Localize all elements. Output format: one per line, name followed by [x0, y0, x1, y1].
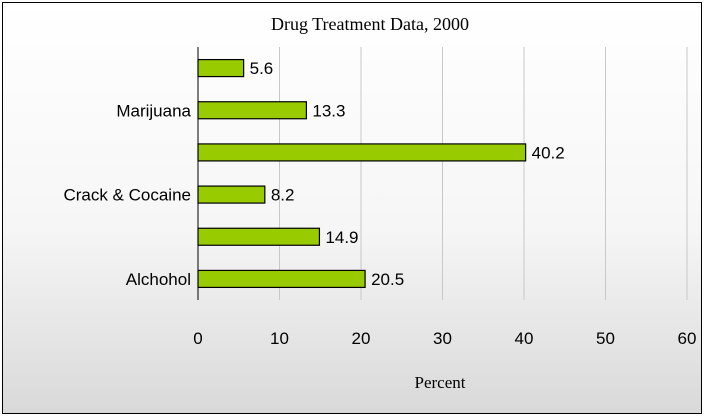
category-label-4: Marijuana — [116, 101, 191, 120]
bar-5 — [197, 58, 245, 78]
x-tick-label-4: 40 — [515, 329, 534, 348]
category-label-0: Alchohol — [126, 270, 191, 289]
chart-title: Drug Treatment Data, 2000 — [271, 14, 469, 34]
bar-0 — [197, 269, 366, 289]
data-label-0: 20.5 — [371, 270, 404, 289]
x-ticks-layer: 0 10 20 30 40 50 60 — [193, 329, 696, 348]
category-label-2: Crack & Cocaine — [63, 186, 191, 205]
bar-2 — [197, 185, 266, 204]
x-tick-label-0: 0 — [193, 329, 202, 348]
x-tick-label-2: 20 — [352, 329, 371, 348]
data-label-4: 13.3 — [312, 101, 345, 120]
data-label-2: 8.2 — [271, 186, 295, 205]
bar-4 — [197, 101, 307, 120]
x-tick-label-5: 50 — [596, 329, 615, 348]
bars-layer — [197, 58, 527, 289]
grid-layer — [279, 47, 688, 300]
chart-frame — [2, 2, 702, 414]
bar-1 — [197, 227, 321, 246]
x-tick-label-6: 60 — [678, 329, 697, 348]
data-label-1: 14.9 — [325, 228, 358, 247]
labels-layer: 20.5 Alchohol 14.9 8.2 Crack & Cocaine 40.2 13… — [63, 59, 564, 289]
bar-3 — [197, 143, 527, 162]
x-axis-label: Percent — [415, 373, 466, 392]
data-label-5: 5.6 — [250, 59, 274, 78]
x-tick-label-1: 10 — [270, 329, 289, 348]
x-tick-label-3: 30 — [433, 329, 452, 348]
data-label-3: 40.2 — [532, 143, 565, 162]
